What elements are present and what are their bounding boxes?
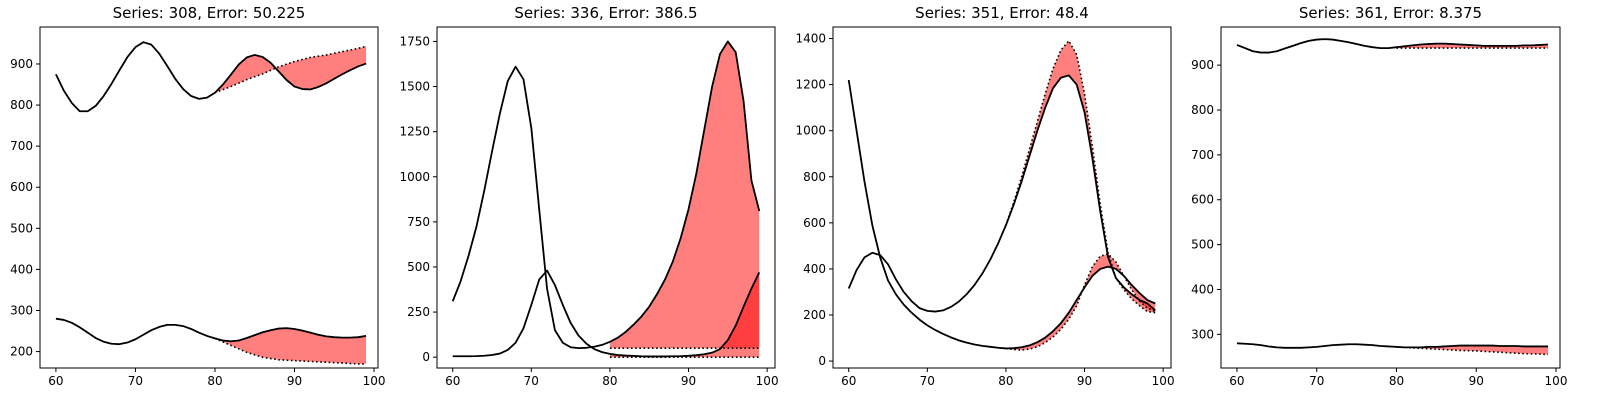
- y-tick-label: 900: [10, 57, 33, 71]
- chart-panel-4: 60 70 80 90 100 300 400 500 600 700 800 900 Series: …: [1191, 4, 1567, 388]
- x-tick-label: 90: [1077, 374, 1092, 388]
- actual-line: [847, 74, 1156, 313]
- forecast-line: [214, 45, 367, 94]
- y-tick-label: 600: [1191, 193, 1214, 207]
- y-tick-label: 700: [10, 139, 33, 153]
- y-tick-label: 1750: [399, 34, 430, 48]
- y-tick-label: 800: [803, 170, 826, 184]
- y-tick-label: 1250: [399, 125, 430, 139]
- y-tick-label: 400: [10, 262, 33, 276]
- x-tick-label: 60: [48, 374, 63, 388]
- forecast-line: [1005, 40, 1156, 314]
- y-tick-label: 400: [803, 262, 826, 276]
- actual-line: [452, 269, 761, 358]
- y-tick-label: 0: [818, 354, 826, 368]
- y-tick-label: 250: [407, 305, 430, 319]
- actual-line: [1236, 342, 1549, 349]
- error-fill-area: [1005, 40, 1156, 313]
- y-tick-label: 1000: [399, 170, 430, 184]
- actual-line: [1236, 38, 1549, 54]
- y-tick-label: 500: [10, 221, 33, 235]
- x-tick-label: 90: [1469, 374, 1484, 388]
- y-tick-label: 750: [407, 215, 430, 229]
- x-tick-label: 70: [920, 374, 935, 388]
- y-tick-label: 1400: [795, 32, 826, 46]
- plot-frame: [832, 26, 1172, 369]
- x-tick-label: 70: [128, 374, 143, 388]
- x-tick-label: 100: [363, 374, 386, 388]
- chart-title: Series: 351, Error: 48.4: [915, 4, 1089, 22]
- x-tick-label: 60: [445, 374, 460, 388]
- y-tick-label: 600: [10, 180, 33, 194]
- chart-panel-3: 60 70 80 90 1000200400600800100012001400Seri…: [795, 4, 1174, 388]
- x-tick-label: 90: [287, 374, 302, 388]
- actual-line: [55, 317, 367, 346]
- x-tick-label: 100: [1152, 374, 1175, 388]
- forecast-line: [1005, 253, 1156, 351]
- y-tick-label: 1200: [795, 78, 826, 92]
- x-tick-label: 100: [1545, 374, 1568, 388]
- x-tick-label: 80: [602, 374, 617, 388]
- y-tick-label: 700: [1191, 148, 1214, 162]
- error-fill-area: [214, 46, 367, 93]
- y-tick-label: 1500: [399, 80, 430, 94]
- x-tick-label: 80: [1389, 374, 1404, 388]
- y-tick-label: 600: [803, 216, 826, 230]
- y-tick-label: 0: [422, 350, 430, 364]
- y-tick-label: 1000: [795, 124, 826, 138]
- y-tick-label: 500: [407, 260, 430, 274]
- x-tick-label: 80: [998, 374, 1013, 388]
- actual-line: [451, 40, 761, 350]
- error-fill-area: [1005, 253, 1156, 351]
- y-tick-label: 300: [1191, 327, 1214, 341]
- error-fill-area: [214, 328, 367, 364]
- chart-title: Series: 308, Error: 50.225: [113, 4, 306, 22]
- actual-line: [847, 79, 1156, 350]
- chart-title: Series: 361, Error: 8.375: [1299, 4, 1482, 22]
- error-fill-area: [609, 41, 760, 349]
- actual-line: [55, 41, 367, 113]
- y-tick-label: 400: [1191, 282, 1214, 296]
- y-tick-label: 800: [1191, 103, 1214, 117]
- y-tick-label: 900: [1191, 58, 1214, 72]
- x-tick-label: 80: [207, 374, 222, 388]
- plot-frame: [436, 26, 776, 369]
- y-tick-label: 200: [10, 345, 33, 359]
- y-tick-label: 200: [803, 308, 826, 322]
- x-tick-label: 60: [841, 374, 856, 388]
- y-tick-label: 800: [10, 98, 33, 112]
- x-tick-label: 100: [756, 374, 779, 388]
- plot-frame: [1220, 26, 1561, 369]
- forecast-line: [1396, 346, 1549, 356]
- chart-panel-1: 60 70 80 90 100 200 300 400 500 600 700 800 900 Serie…: [10, 4, 385, 388]
- x-tick-label: 90: [681, 374, 696, 388]
- x-tick-label: 70: [1309, 374, 1324, 388]
- y-tick-label: 300: [10, 303, 33, 317]
- chart-title: Series: 336, Error: 386.5: [514, 4, 697, 22]
- plot-frame: [39, 26, 379, 369]
- x-tick-label: 70: [524, 374, 539, 388]
- chart-panel-2: 60 70 80 90 10002505007501000125015001750Ser…: [399, 4, 778, 388]
- x-tick-label: 60: [1229, 374, 1244, 388]
- y-tick-label: 500: [1191, 238, 1214, 252]
